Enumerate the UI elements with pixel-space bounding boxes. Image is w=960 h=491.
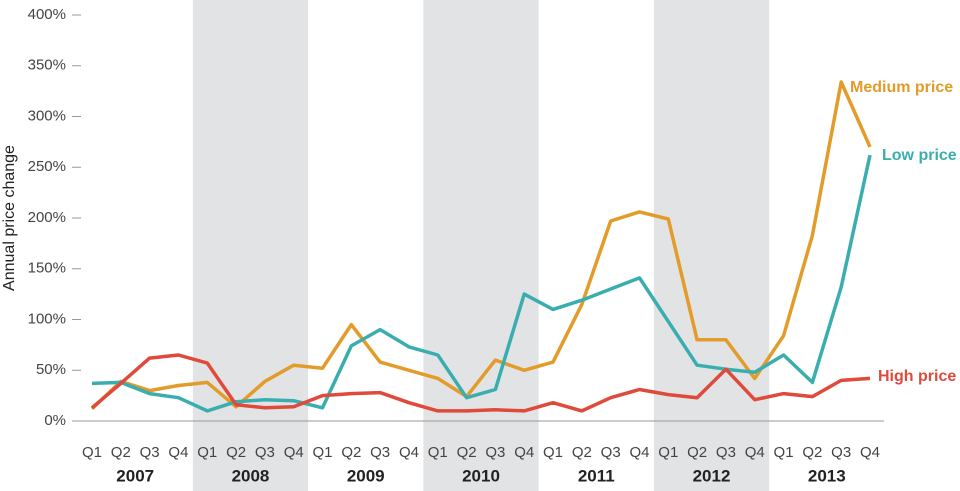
x-tick-label: Q1 bbox=[428, 444, 448, 461]
year-label: 2010 bbox=[462, 466, 500, 485]
x-tick-label: Q3 bbox=[485, 444, 505, 461]
x-tick-label: Q2 bbox=[802, 444, 822, 461]
year-label: 2012 bbox=[693, 466, 731, 485]
x-tick-label: Q4 bbox=[745, 444, 765, 461]
x-tick-label: Q3 bbox=[140, 444, 160, 461]
x-tick-label: Q1 bbox=[82, 444, 102, 461]
y-tick-label: 200% bbox=[28, 209, 66, 226]
year-label: 2013 bbox=[808, 466, 846, 485]
x-tick-label: Q2 bbox=[111, 444, 131, 461]
x-tick-label: Q2 bbox=[572, 444, 592, 461]
x-tick-label: Q3 bbox=[601, 444, 621, 461]
year-band bbox=[653, 0, 770, 491]
year-label: 2007 bbox=[116, 466, 154, 485]
x-tick-label: Q1 bbox=[313, 444, 333, 461]
x-tick-label: Q2 bbox=[457, 444, 477, 461]
x-tick-label: Q2 bbox=[687, 444, 707, 461]
x-tick-label: Q1 bbox=[658, 444, 678, 461]
series-line bbox=[91, 154, 872, 413]
series-label: High price bbox=[878, 368, 956, 385]
series-line bbox=[90, 80, 872, 411]
year-label: 2011 bbox=[578, 466, 615, 485]
y-tick-label: 50% bbox=[36, 361, 66, 378]
y-tick-label: 0% bbox=[44, 412, 66, 429]
series-line bbox=[90, 353, 871, 413]
x-tick-label: Q4 bbox=[860, 444, 880, 461]
series-label: Medium price bbox=[850, 79, 953, 96]
x-tick-label: Q4 bbox=[168, 444, 188, 461]
y-tick-label: 150% bbox=[28, 260, 66, 277]
x-tick-label: Q4 bbox=[629, 444, 649, 461]
x-tick-label: Q1 bbox=[543, 444, 563, 461]
y-axis-title: Annual price change bbox=[1, 145, 18, 291]
y-tick-label: 350% bbox=[28, 57, 66, 74]
y-tick-label: 100% bbox=[28, 310, 66, 327]
x-tick-label: Q4 bbox=[284, 444, 304, 461]
year-label: 2008 bbox=[232, 466, 270, 485]
x-tick-label: Q1 bbox=[774, 444, 794, 461]
year-band bbox=[192, 0, 309, 491]
x-tick-label: Q4 bbox=[514, 444, 534, 461]
x-tick-label: Q2 bbox=[341, 444, 361, 461]
series-label: Low price bbox=[882, 147, 957, 164]
y-tick-label: 250% bbox=[28, 158, 66, 175]
y-tick-label: 400% bbox=[28, 6, 66, 23]
x-tick-label: Q3 bbox=[370, 444, 390, 461]
x-tick-label: Q3 bbox=[831, 444, 851, 461]
year-label: 2009 bbox=[347, 466, 385, 485]
x-tick-label: Q2 bbox=[226, 444, 246, 461]
x-tick-label: Q3 bbox=[255, 444, 275, 461]
x-tick-label: Q1 bbox=[197, 444, 217, 461]
y-tick-label: 300% bbox=[28, 107, 66, 124]
x-tick-label: Q4 bbox=[399, 444, 419, 461]
year-band bbox=[423, 0, 539, 491]
bands bbox=[192, 0, 770, 491]
x-tick-label: Q3 bbox=[716, 444, 736, 461]
